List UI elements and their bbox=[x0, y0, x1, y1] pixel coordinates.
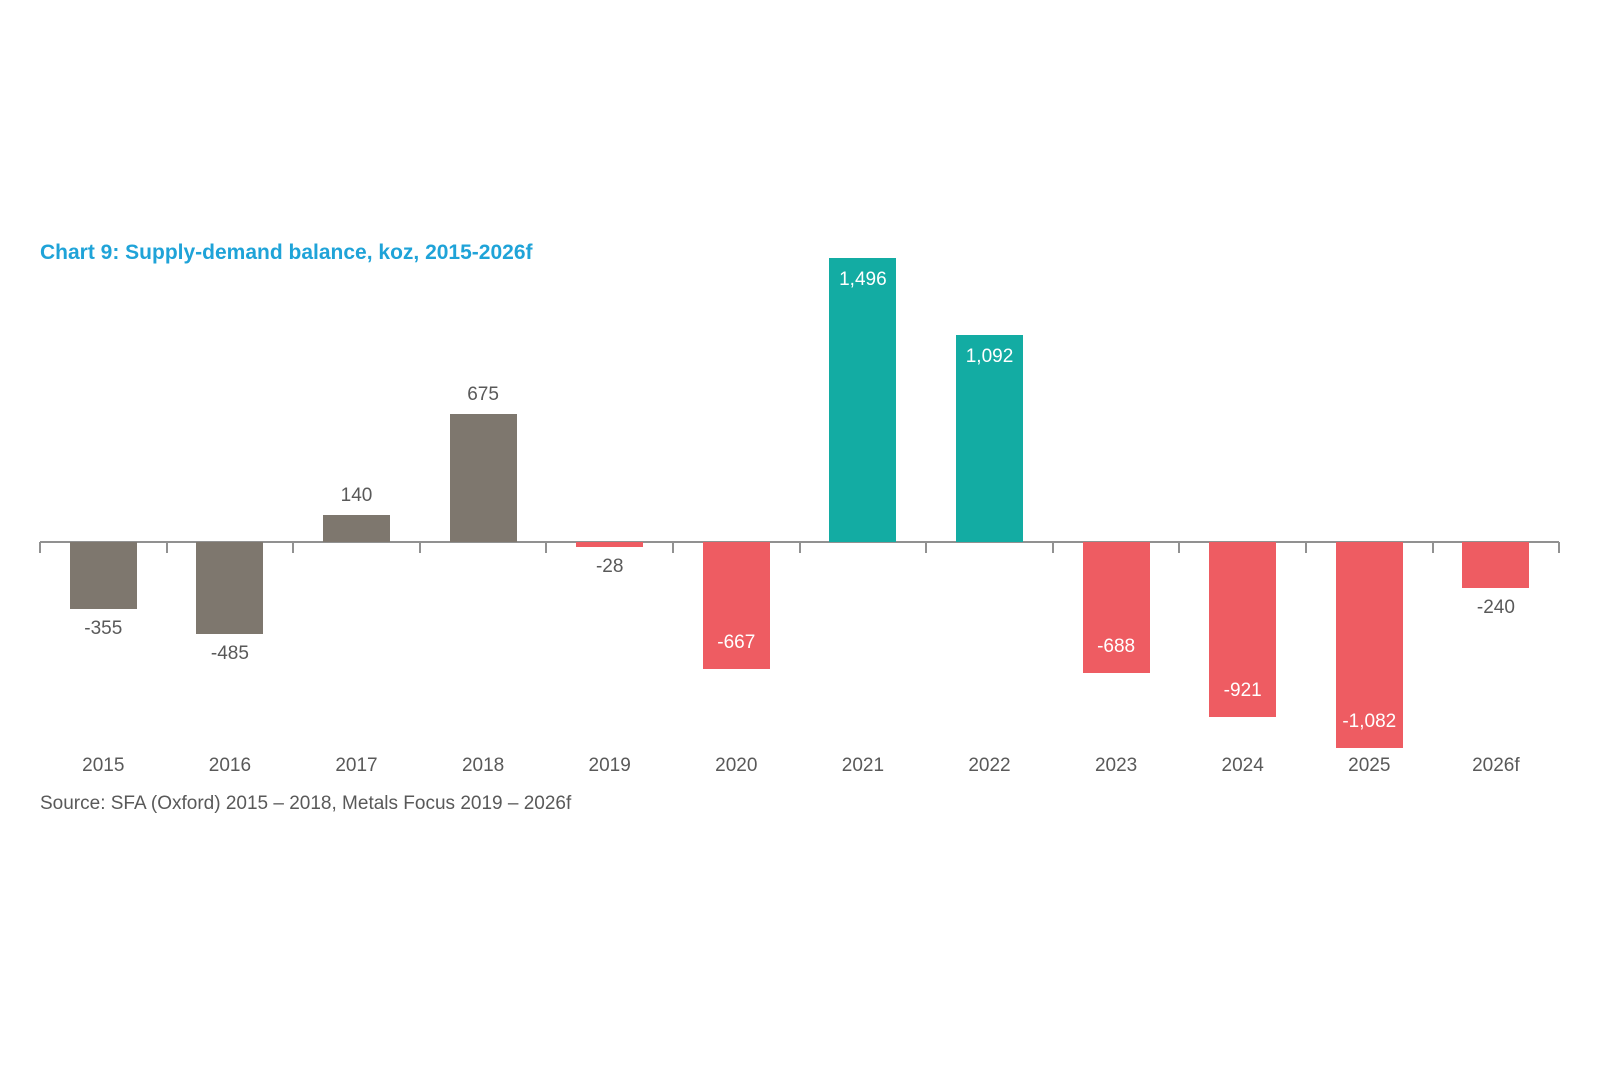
bar-2018 bbox=[449, 413, 517, 542]
x-axis-label-2018: 2018 bbox=[461, 755, 505, 776]
bar-2015 bbox=[69, 542, 137, 610]
x-axis-label-2022: 2022 bbox=[968, 755, 1011, 776]
x-axis-tick bbox=[1558, 542, 1561, 553]
value-label-2015: -355 bbox=[84, 618, 123, 640]
bar-2021 bbox=[829, 257, 897, 542]
value-label-2019: -28 bbox=[595, 556, 624, 578]
bar-2025 bbox=[1335, 542, 1403, 748]
bar-2022 bbox=[956, 334, 1023, 542]
x-axis-label-2019: 2019 bbox=[588, 755, 631, 776]
x-axis-label-2024: 2024 bbox=[1221, 755, 1264, 776]
x-axis-label-2025: 2025 bbox=[1348, 755, 1391, 776]
x-axis-label-2016: 2016 bbox=[208, 755, 252, 776]
x-axis-label-2015: 2015 bbox=[82, 755, 125, 776]
x-axis-label-2020: 2020 bbox=[715, 755, 758, 776]
value-label-2022: 1,092 bbox=[965, 345, 1014, 367]
x-axis-tick bbox=[292, 542, 295, 553]
value-label-2025: -1,082 bbox=[1342, 710, 1397, 732]
bar-2016 bbox=[196, 542, 264, 635]
x-axis-tick bbox=[418, 542, 421, 553]
source-note: Source: SFA (Oxford) 2015 – 2018, Metals… bbox=[40, 793, 572, 814]
bar-2019 bbox=[576, 542, 644, 548]
value-label-2021: 1,496 bbox=[839, 268, 887, 290]
value-label-2024: -921 bbox=[1223, 679, 1262, 701]
bar-2023 bbox=[1082, 542, 1150, 673]
x-axis-tick bbox=[545, 542, 548, 553]
value-label-2020: -667 bbox=[717, 631, 756, 653]
x-axis-tick bbox=[925, 542, 928, 553]
bar-2017 bbox=[323, 515, 390, 542]
value-label-2023: -688 bbox=[1097, 635, 1136, 657]
bar-2026f bbox=[1462, 542, 1530, 588]
x-axis-tick bbox=[165, 542, 168, 553]
x-axis-tick bbox=[1431, 542, 1434, 553]
value-label-2017: 140 bbox=[340, 485, 373, 507]
x-axis-tick bbox=[39, 542, 41, 553]
value-label-2016: -485 bbox=[210, 643, 249, 665]
value-label-2018: 675 bbox=[467, 383, 499, 405]
x-axis-tick bbox=[1051, 542, 1054, 553]
bar-2024 bbox=[1209, 542, 1277, 717]
x-axis-tick bbox=[798, 542, 801, 553]
x-axis-label-2021: 2021 bbox=[841, 755, 885, 776]
x-axis-tick bbox=[1305, 542, 1307, 553]
x-axis-label-2023: 2023 bbox=[1094, 755, 1138, 776]
x-axis-tick bbox=[1178, 542, 1181, 553]
x-axis-label-2026f: 2026f bbox=[1472, 755, 1520, 776]
x-axis-label-2017: 2017 bbox=[335, 755, 378, 776]
value-label-2026f: -240 bbox=[1476, 596, 1515, 618]
x-axis-tick bbox=[672, 542, 674, 553]
chart-title: Chart 9: Supply-demand balance, koz, 201… bbox=[40, 241, 533, 264]
bar-2020 bbox=[702, 542, 770, 669]
